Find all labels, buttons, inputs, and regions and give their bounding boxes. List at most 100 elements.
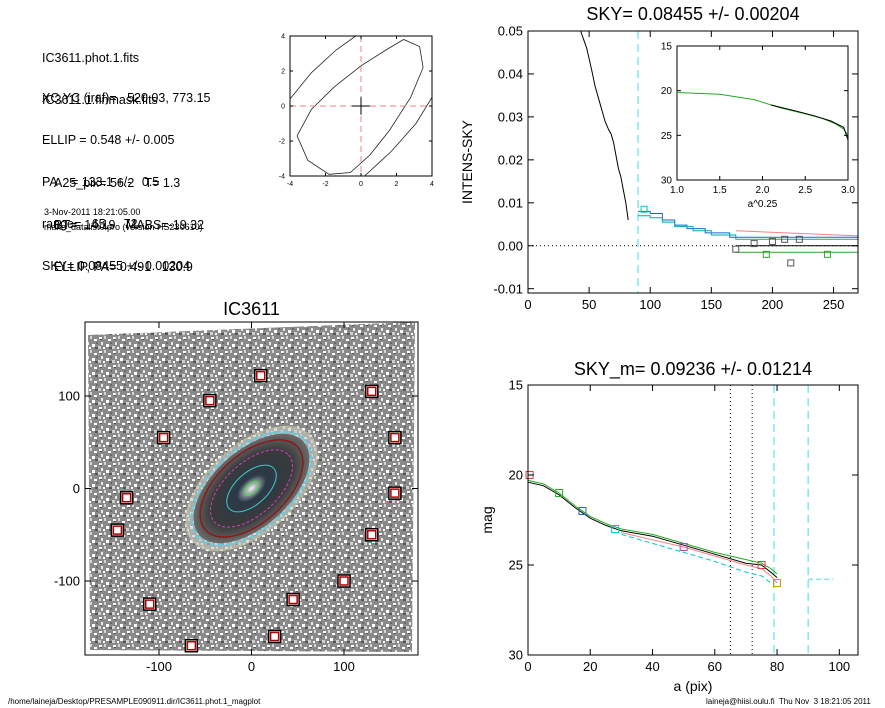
mag-marker (555, 489, 564, 497)
mag-xtick-label: 60 (708, 659, 722, 674)
image-xtick-label: 100 (333, 659, 355, 674)
star-mask-marker-inner (158, 432, 169, 443)
image-ytick-label: 100 (58, 389, 80, 404)
inset-xtick-label: 3.0 (841, 185, 855, 196)
isophote-red (199, 439, 304, 538)
intens-series-line (638, 215, 858, 240)
intens-ytick-label: 0.05 (498, 24, 523, 39)
intens-marker (732, 245, 740, 253)
isophote-core (243, 480, 260, 497)
mag-xtick-label: 0 (524, 659, 531, 674)
param-line: XC,YC (iraf)= 520.03, 773.15 (42, 91, 211, 105)
footer-path: /home/laineja/Desktop/PRESAMPLE090911.di… (8, 697, 261, 706)
inset-xtick-label: 2.0 (756, 185, 770, 196)
star-mask-marker (156, 430, 171, 445)
mag-marker (611, 525, 620, 533)
mag-xtick-label: 100 (828, 659, 850, 674)
info-block-files: IC3611.phot.1.fits IC3611.1.finmask.fits (42, 23, 158, 121)
star-mask-marker-inner (205, 395, 215, 406)
mag-series-line (621, 533, 772, 584)
file-line: IC3611.1.finmask.fits (42, 93, 158, 107)
star-mask-marker (110, 523, 125, 537)
intens-series-line (580, 31, 629, 221)
star-mask-marker (184, 639, 199, 653)
ellipse-contour-line (364, 97, 432, 176)
ellipse-xtick-label: -4 (287, 181, 293, 188)
footer-user: laineja@hiisi.oulu.fi Thu Nov 3 18:21:05… (706, 697, 871, 706)
result-line: A25_pix= 56.2 T= 1.3 (54, 176, 181, 190)
star-mask-marker-inner (186, 641, 197, 651)
inset-ytick-label: 20 (661, 86, 673, 97)
star-mask-marker (119, 491, 134, 505)
mag-plot-frame (527, 384, 859, 656)
inset-ytick-label: 30 (661, 176, 673, 187)
inset-xtick-label: 1.5 (713, 185, 727, 196)
intens-marker (750, 240, 758, 248)
mag-xtick-label: 80 (770, 659, 784, 674)
isophote-outer (185, 426, 318, 551)
file-line: IC3611.phot.1.fits (42, 51, 140, 65)
intens-series-line (735, 230, 858, 237)
ellipse-xtick-label: 2 (395, 181, 399, 188)
intens-plot-lines (528, 31, 858, 293)
result-line: ELLIP, PA= 0.491 130.9 (54, 260, 193, 274)
result-line: BT= 14.19 MABS=-19.32 (54, 218, 205, 232)
intens-marker (787, 259, 795, 267)
info-block-results: A25_pix= 56.2 T= 1.3 BT= 14.19 MABS=-19.… (54, 148, 204, 288)
intens-ytick-label: -0.01 (493, 281, 523, 296)
star-mask-marker-inner (112, 525, 123, 535)
intens-marker (640, 205, 648, 213)
image-title: IC3611 (223, 299, 280, 319)
program-line: make_datalist0.pro (version HS230610) (44, 222, 203, 232)
star-mask-marker-inner (256, 370, 266, 381)
mag-xtick-label: 20 (583, 659, 597, 674)
ellipse-xtick-label: 4 (430, 181, 434, 188)
star-mask-marker-inner (269, 631, 280, 642)
inset-ytick-label: 15 (661, 42, 673, 53)
star-mask-marker (365, 384, 379, 399)
inset-series-line (770, 104, 849, 140)
inset-frame (676, 45, 849, 181)
intens-ytick-label: 0.02 (498, 152, 523, 167)
mag-ytick-label: 20 (509, 468, 523, 483)
param-line: ELLIP = 0.548 +/- 0.005 (42, 133, 175, 147)
isophote-inner (226, 464, 277, 513)
intens-ytick-label: 0.00 (498, 238, 523, 253)
ellipse-ytick-label: -4 (279, 173, 285, 180)
mag-marker (757, 561, 766, 569)
intens-xtick-label: 250 (823, 297, 845, 312)
star-mask-marker-inner (121, 493, 132, 503)
star-mask-marker (267, 629, 282, 644)
isophote-cyan (190, 430, 313, 547)
star-mask-marker (337, 574, 351, 588)
image-xtick-label: -100 (146, 659, 172, 674)
intens-xtick-label: 100 (639, 297, 661, 312)
inset-ytick-label: 25 (661, 131, 673, 142)
star-mask-marker (388, 486, 402, 500)
mag-ytick-label: 25 (509, 558, 523, 573)
ellipse-ytick-label: -2 (279, 138, 285, 145)
inset-xtick-label: 2.5 (798, 185, 812, 196)
intens-title: SKY= 0.08455 +/- 0.00204 (586, 4, 799, 24)
intens-ytick-label: 0.03 (498, 109, 523, 124)
star-mask-marker-inner (145, 599, 155, 609)
mag-ytick-label: 30 (509, 648, 523, 663)
star-mask-marker-inner (390, 432, 400, 443)
ellipse-ytick-label: 2 (281, 68, 285, 75)
mag-marker (679, 543, 688, 551)
image-xtick-label: 0 (248, 659, 255, 674)
ellipse-contour-line (290, 36, 356, 100)
param-line: SKY= 0.08455 +/- 0.00204 (42, 259, 191, 273)
mag-series-line (527, 479, 778, 575)
mag-ytick-label: 15 (509, 378, 523, 393)
galaxy-body (193, 433, 310, 544)
intens-xtick-label: 50 (582, 297, 596, 312)
mag-marker (773, 579, 782, 587)
param-line: range= 65.- 72. (42, 217, 142, 231)
star-mask-marker-inner (339, 576, 349, 586)
intens-plot-frame (527, 30, 859, 294)
image-ytick-label: 0 (73, 481, 80, 496)
intens-series-line (638, 210, 858, 238)
intens-ylabel: INTENS-SKY (459, 119, 475, 204)
